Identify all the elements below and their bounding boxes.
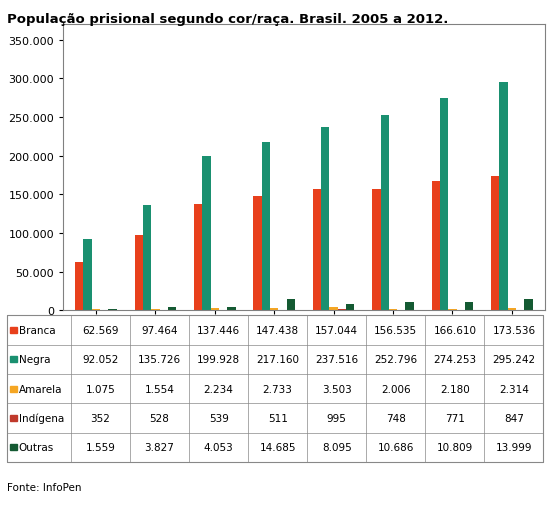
Bar <box>211 309 219 311</box>
Bar <box>202 157 211 311</box>
Bar <box>389 309 397 311</box>
Bar <box>499 83 508 311</box>
Text: 528: 528 <box>150 413 169 423</box>
Text: 147.438: 147.438 <box>256 325 299 335</box>
Bar <box>381 116 389 311</box>
Bar <box>287 299 295 311</box>
Bar <box>321 127 329 311</box>
Text: 199.928: 199.928 <box>197 355 240 365</box>
Bar <box>448 309 456 311</box>
Text: 995: 995 <box>327 413 346 423</box>
Text: 2.180: 2.180 <box>440 384 470 394</box>
Bar <box>194 205 202 311</box>
Bar <box>456 310 465 311</box>
Bar <box>92 310 100 311</box>
Bar <box>313 189 321 311</box>
Text: 217.160: 217.160 <box>256 355 299 365</box>
Bar <box>405 302 414 311</box>
Text: Outras: Outras <box>19 442 54 452</box>
Text: 157.044: 157.044 <box>315 325 358 335</box>
Text: 1.559: 1.559 <box>86 442 116 452</box>
Text: 3.503: 3.503 <box>322 384 351 394</box>
Bar <box>432 182 440 311</box>
Text: 771: 771 <box>445 413 465 423</box>
Text: 2.006: 2.006 <box>381 384 411 394</box>
Text: Indígena: Indígena <box>19 413 64 423</box>
Bar <box>168 308 176 311</box>
Text: 10.686: 10.686 <box>378 442 414 452</box>
Text: 1.554: 1.554 <box>145 384 174 394</box>
Text: Fonte: InfoPen: Fonte: InfoPen <box>7 482 81 492</box>
Bar <box>524 300 532 311</box>
Bar <box>143 206 151 311</box>
Text: 137.446: 137.446 <box>197 325 240 335</box>
Text: 166.610: 166.610 <box>433 325 476 335</box>
Bar <box>108 310 117 311</box>
Text: 2.234: 2.234 <box>204 384 234 394</box>
Text: 3.827: 3.827 <box>145 442 174 452</box>
Text: 156.535: 156.535 <box>374 325 417 335</box>
Text: Negra: Negra <box>19 355 50 365</box>
Text: Amarela: Amarela <box>19 384 62 394</box>
Text: 274.253: 274.253 <box>433 355 476 365</box>
Bar <box>516 310 524 311</box>
Bar <box>75 262 84 311</box>
Text: 1.075: 1.075 <box>86 384 116 394</box>
Bar <box>397 310 405 311</box>
Bar <box>440 99 448 311</box>
Text: 14.685: 14.685 <box>260 442 296 452</box>
Bar <box>372 190 381 311</box>
Bar <box>254 197 262 311</box>
Bar <box>84 239 92 311</box>
Bar <box>227 308 235 311</box>
Bar <box>508 309 516 311</box>
Text: 2.314: 2.314 <box>499 384 529 394</box>
Text: 97.464: 97.464 <box>141 325 178 335</box>
Text: 13.999: 13.999 <box>496 442 532 452</box>
Bar <box>329 308 338 311</box>
Text: 62.569: 62.569 <box>82 325 119 335</box>
Text: 173.536: 173.536 <box>492 325 536 335</box>
Text: 8.095: 8.095 <box>322 442 351 452</box>
Text: 237.516: 237.516 <box>315 355 358 365</box>
Bar <box>338 310 346 311</box>
Text: 511: 511 <box>268 413 288 423</box>
Text: 2.733: 2.733 <box>263 384 293 394</box>
Text: 135.726: 135.726 <box>138 355 181 365</box>
Text: 748: 748 <box>386 413 406 423</box>
Bar <box>491 177 499 311</box>
Text: 10.809: 10.809 <box>437 442 473 452</box>
Bar <box>465 302 473 311</box>
Bar <box>270 309 278 311</box>
Bar <box>151 310 159 311</box>
Text: Branca: Branca <box>19 325 56 335</box>
Bar <box>262 143 270 311</box>
Bar <box>346 305 354 311</box>
Text: 4.053: 4.053 <box>204 442 234 452</box>
Text: População prisional segundo cor/raça. Brasil. 2005 a 2012.: População prisional segundo cor/raça. Br… <box>7 13 448 26</box>
Text: 352: 352 <box>91 413 111 423</box>
Text: 847: 847 <box>504 413 524 423</box>
Text: 295.242: 295.242 <box>492 355 536 365</box>
Text: 539: 539 <box>208 413 229 423</box>
Text: 92.052: 92.052 <box>82 355 119 365</box>
Text: 252.796: 252.796 <box>374 355 417 365</box>
Bar <box>135 235 143 311</box>
